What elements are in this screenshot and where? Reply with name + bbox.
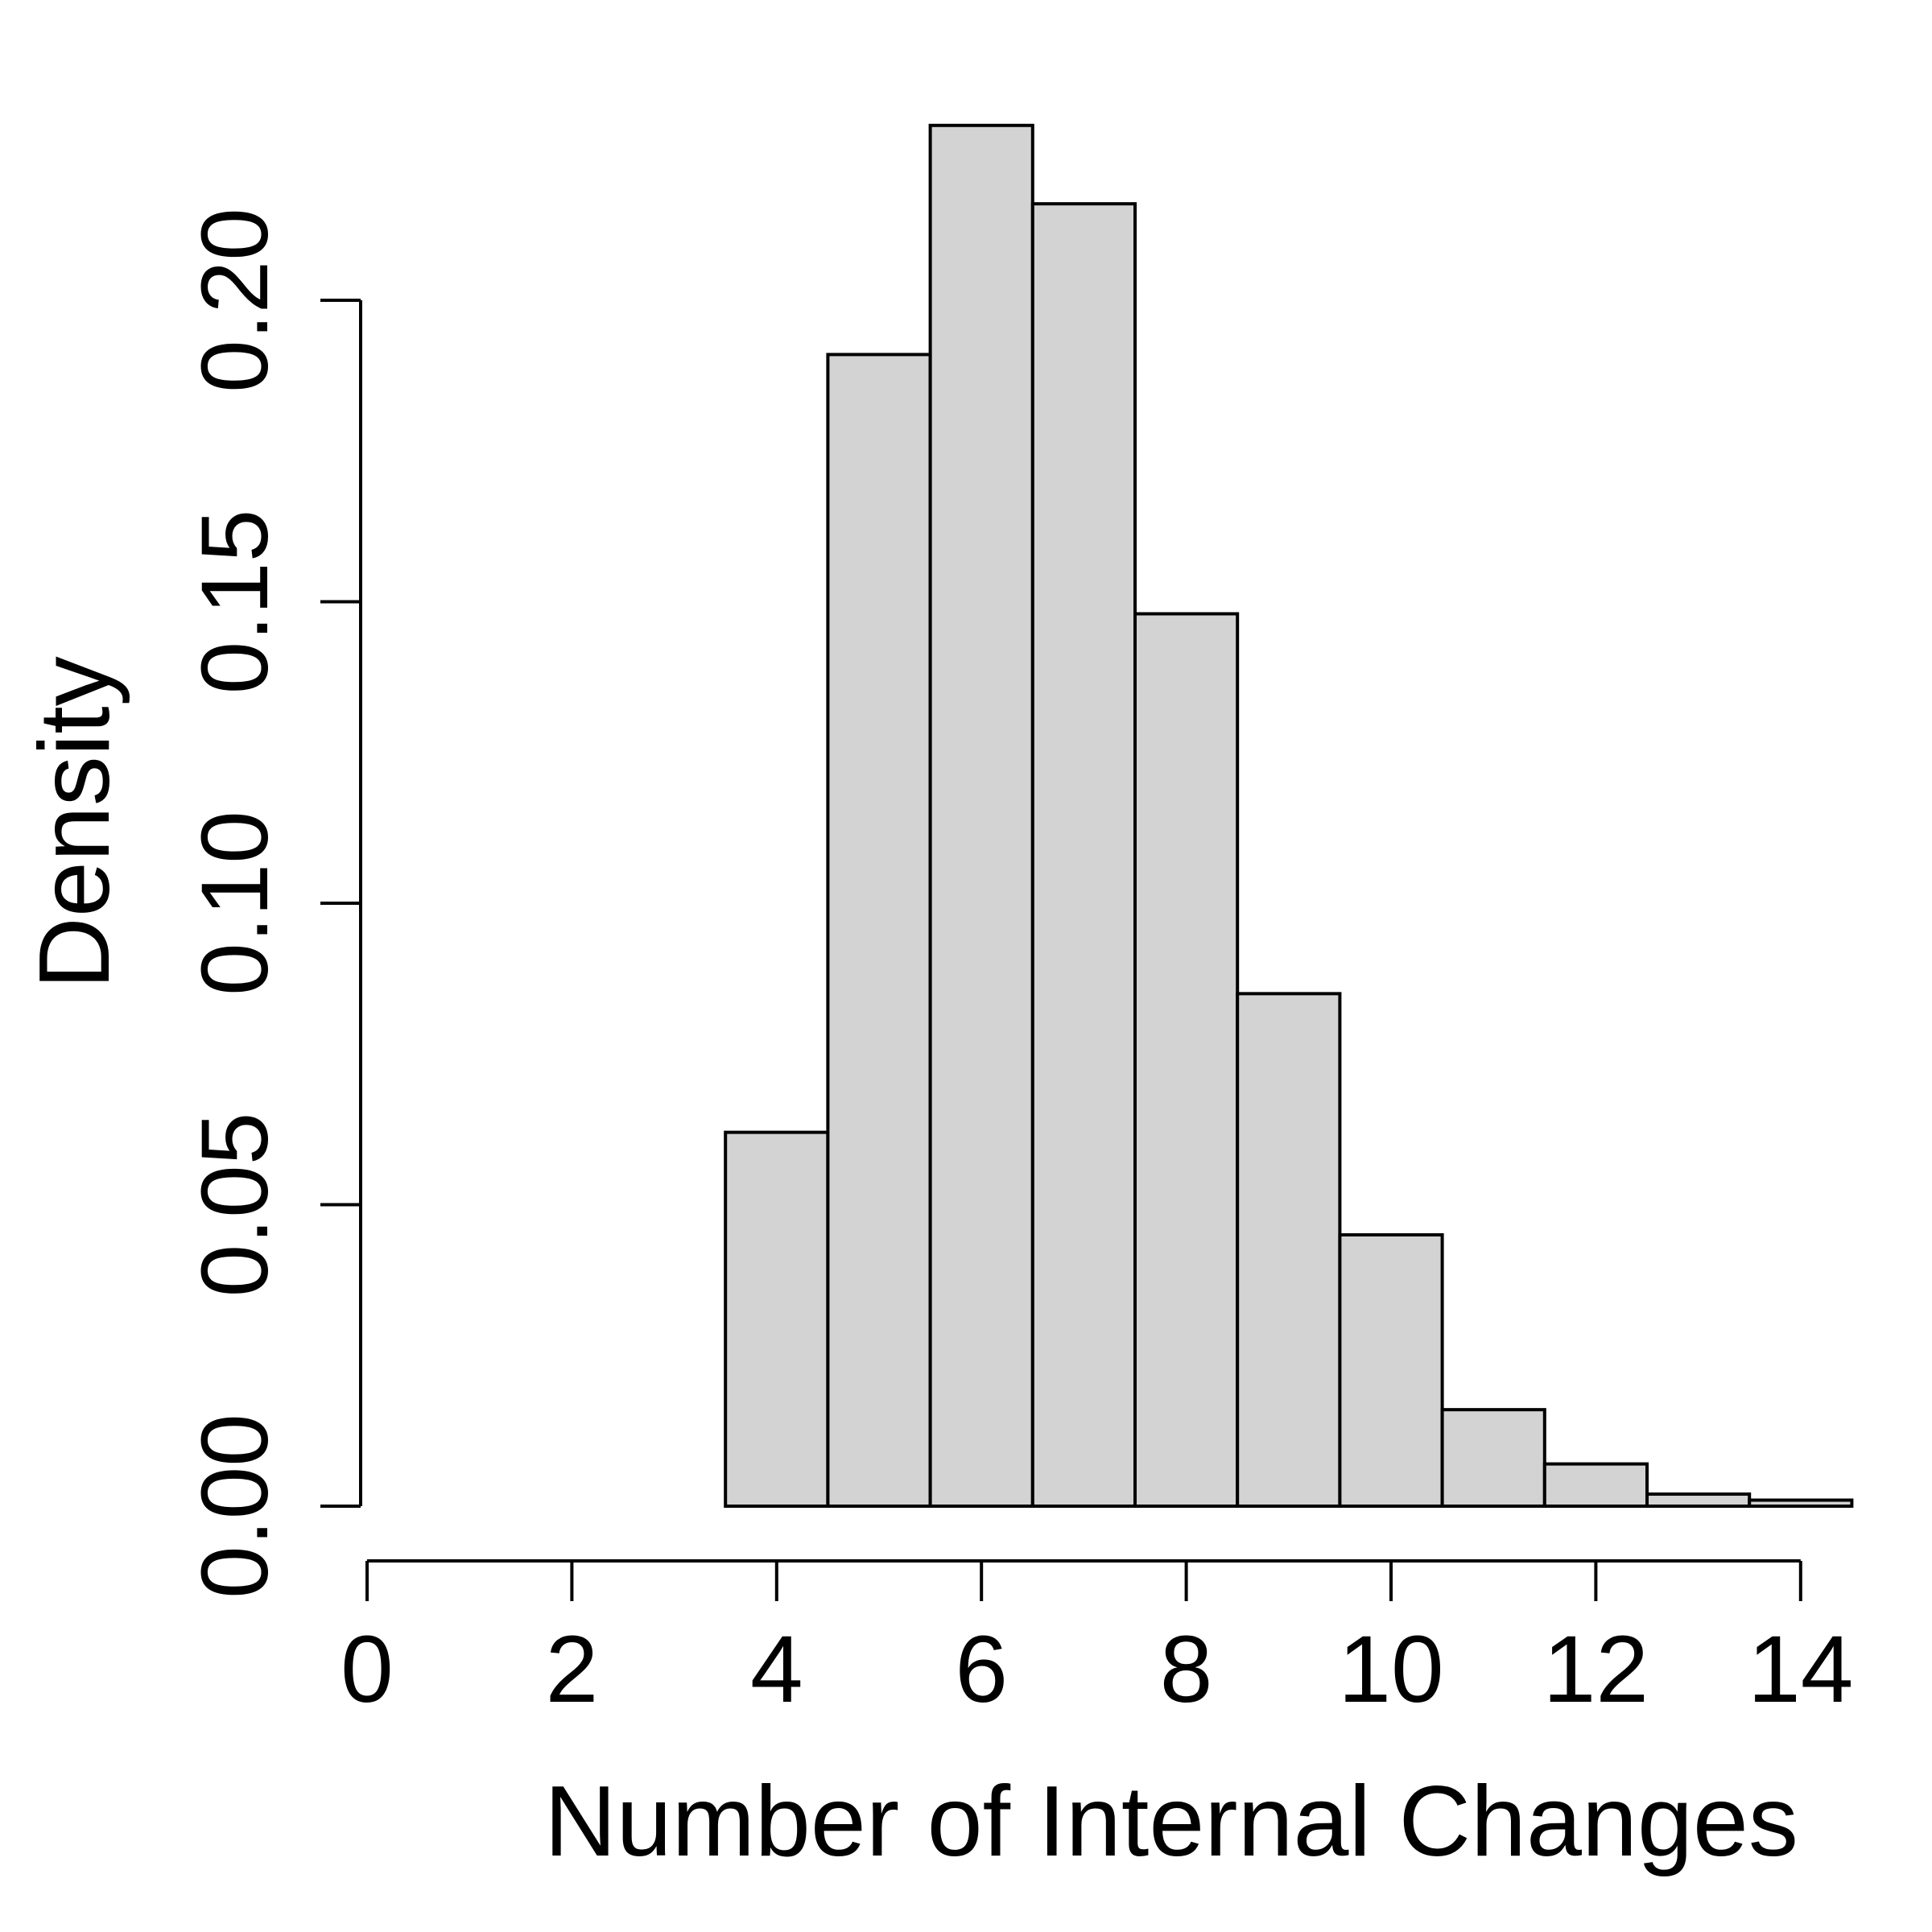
y-tick-label-2: 0.10 <box>182 811 288 996</box>
histogram-bar-6 <box>1236 992 1342 1508</box>
histogram-bar-4 <box>1030 202 1137 1508</box>
x-tick-label-7: 14 <box>1748 1616 1853 1723</box>
y-tick-label-0: 0.00 <box>182 1414 288 1599</box>
y-axis: 0.00 0.05 0.10 0.15 0.20 <box>182 208 362 1599</box>
y-axis-title: Density <box>19 656 130 989</box>
histogram-bar-10 <box>1645 1492 1752 1509</box>
histogram-bar-2 <box>826 353 932 1508</box>
x-tick-label-0: 0 <box>341 1616 394 1723</box>
y-tick-label-3: 0.15 <box>182 510 288 695</box>
histogram-bar-5 <box>1133 612 1240 1508</box>
histogram-bar-3 <box>928 123 1034 1508</box>
x-tick-label-3: 6 <box>955 1616 1008 1723</box>
x-axis: 0 2 4 6 8 10 12 14 <box>341 1559 1853 1723</box>
histogram-bar-8 <box>1440 1408 1546 1509</box>
histogram-bar-1 <box>724 1130 830 1508</box>
histogram-bar-11 <box>1748 1498 1854 1509</box>
y-tick-label-1: 0.05 <box>182 1113 288 1298</box>
x-axis-title: Number of Internal Changes <box>544 1766 1798 1877</box>
y-tick-label-4: 0.20 <box>182 208 288 393</box>
histogram-bar-9 <box>1542 1462 1649 1508</box>
x-tick-label-5: 10 <box>1338 1616 1443 1723</box>
histogram-bars <box>724 123 1854 1509</box>
x-tick-label-6: 12 <box>1543 1616 1649 1723</box>
x-tick-label-1: 2 <box>546 1616 599 1723</box>
x-tick-label-2: 4 <box>750 1616 803 1723</box>
histogram-bar-7 <box>1338 1232 1444 1508</box>
x-tick-label-4: 8 <box>1160 1616 1213 1723</box>
